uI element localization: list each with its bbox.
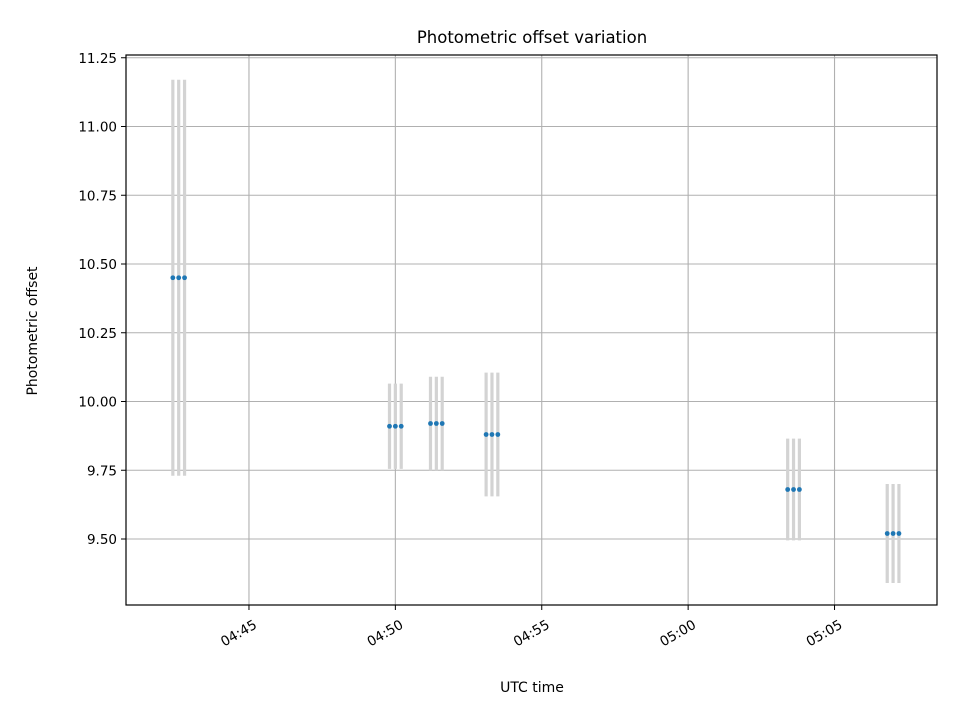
y-tick-label: 11.25: [78, 51, 117, 67]
y-axis: 9.50 9.75 10.00 10.25 10.50 10.75 11.00 11.25: [78, 51, 126, 548]
data-point: [433, 421, 439, 426]
y-tick-label: 10.75: [78, 188, 117, 204]
data-point: [483, 432, 489, 437]
data-point: [791, 487, 796, 492]
data-point: [489, 432, 495, 437]
data-point: [392, 423, 398, 429]
y-tick-label: 10.00: [78, 395, 117, 411]
data-point: [890, 531, 896, 536]
data-point: [884, 531, 890, 536]
data-point: [785, 487, 791, 492]
data-point: [387, 423, 392, 429]
y-axis-title: Photometric offset: [25, 266, 41, 396]
y-tick-label: 9.50: [87, 532, 117, 548]
grid: [126, 55, 937, 605]
data-point: [170, 275, 176, 281]
data-point: [439, 421, 445, 426]
chart-title: Photometric offset variation: [417, 28, 647, 47]
data-point: [398, 423, 404, 429]
y-tick-label: 9.75: [87, 463, 117, 479]
y-tick-label: 11.00: [78, 120, 117, 136]
data-points: [170, 275, 902, 536]
y-tick-label: 10.50: [78, 257, 117, 273]
data-point: [428, 421, 433, 426]
data-point: [796, 487, 802, 492]
data-point: [495, 432, 501, 437]
data-point: [182, 275, 187, 281]
data-point: [176, 275, 182, 281]
y-tick-label: 10.25: [78, 326, 117, 342]
data-point: [896, 531, 902, 536]
x-axis-title: UTC time: [500, 680, 564, 696]
plot-frame: [125, 54, 938, 606]
